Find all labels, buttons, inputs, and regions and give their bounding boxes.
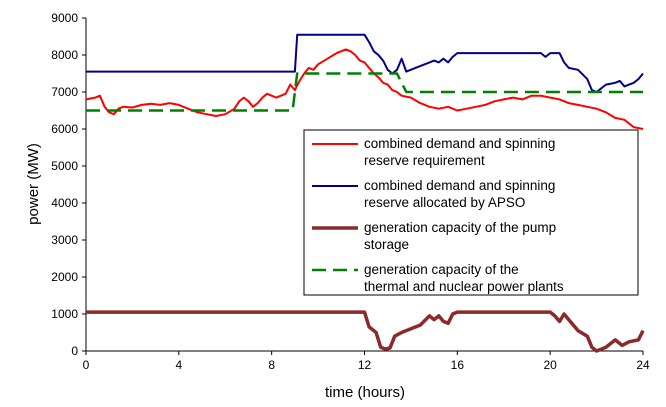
x-tick-label: 4 <box>175 358 182 372</box>
x-axis-ticks: 0 4 8 12 16 20 24 <box>83 351 650 372</box>
series-line-1 <box>85 48 644 130</box>
y-tick-label: 1000 <box>51 307 78 321</box>
y-tick-label: 9000 <box>51 11 78 25</box>
x-tick-label: 12 <box>358 358 372 372</box>
series-line-3 <box>86 310 645 353</box>
legend-label-4: generation capacity of the thermal and nu… <box>364 262 564 294</box>
legend: combined demand and spinning reserve requ… <box>303 129 639 296</box>
legend-label-3: generation capacity of the pump storage <box>364 220 556 252</box>
y-tick-label: 7000 <box>51 85 78 99</box>
y-tick-label: 5000 <box>51 159 78 173</box>
y-tick-label: 8000 <box>51 48 78 62</box>
x-tick-label: 16 <box>451 358 465 372</box>
y-tick-label: 6000 <box>51 122 78 136</box>
legend-items: combined demand and spinning reserve requ… <box>312 136 564 294</box>
y-tick-label: 2000 <box>51 270 78 284</box>
x-tick-label: 24 <box>636 358 650 372</box>
y-tick-label: 3000 <box>51 233 78 247</box>
series-line-2 <box>86 33 644 93</box>
legend-label-2: combined demand and spinning reserve allo… <box>364 178 555 210</box>
y-tick-label: 4000 <box>51 196 78 210</box>
x-tick-label: 8 <box>268 358 275 372</box>
series-lines <box>85 33 645 353</box>
legend-box <box>303 129 639 296</box>
y-axis-ticks: 0 1000 2000 3000 4000 5000 6000 7000 8000 9000 <box>51 11 86 358</box>
series-line-4 <box>86 72 643 112</box>
y-axis-label: power (MW) <box>25 143 42 225</box>
x-tick-label: 20 <box>543 358 557 372</box>
x-tick-label: 0 <box>83 358 90 372</box>
y-tick-label: 0 <box>71 344 78 358</box>
x-axis-label: time (hours) <box>325 384 405 401</box>
legend-label-1: combined demand and spinning reserve requ… <box>364 136 555 168</box>
